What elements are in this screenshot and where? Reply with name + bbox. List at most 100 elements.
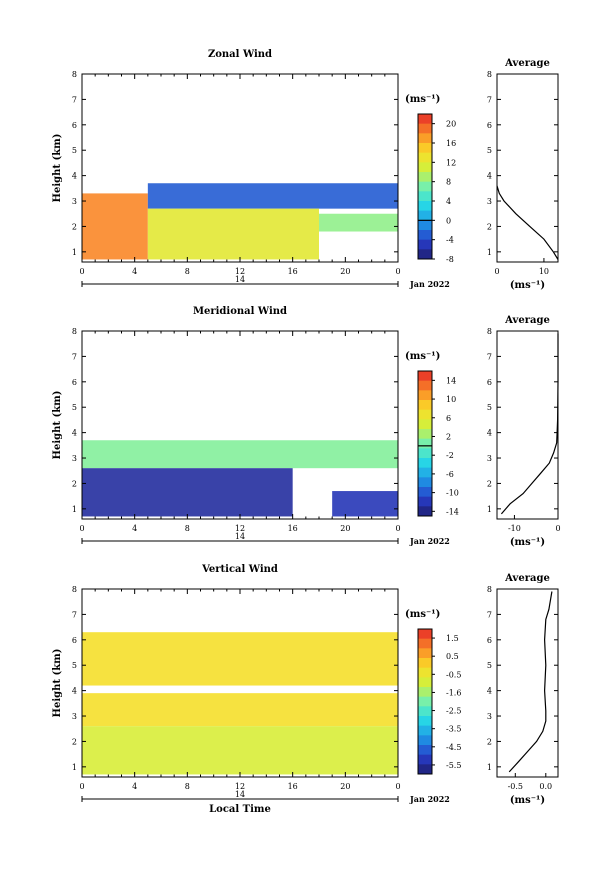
data-region [147, 183, 398, 209]
colorbar-tick-label: -0.5 [446, 670, 461, 679]
data-region [319, 213, 398, 232]
average-frame [496, 73, 559, 263]
x-tick-label: 0 [79, 782, 84, 791]
y-tick-label: 8 [72, 70, 77, 79]
colorbar-swatch [418, 754, 432, 765]
average-y-tick-label: 1 [487, 505, 492, 514]
average-x-tick-label: 0 [555, 524, 560, 533]
colorbar-swatch [418, 429, 432, 440]
colorbar-tick-label: -14 [446, 507, 459, 516]
x-tick-label: 0 [395, 782, 400, 791]
y-axis-label: Height (km) [52, 649, 63, 718]
x-tick-label: 12 [235, 782, 245, 791]
y-tick-label: 6 [72, 378, 77, 387]
average-y-tick-label: 5 [487, 403, 492, 412]
average-y-tick-label: 2 [487, 222, 492, 231]
x-tick-label: 4 [132, 524, 137, 533]
colorbar-swatch [418, 648, 432, 659]
colorbar-swatch [418, 629, 432, 640]
colorbar-swatch [418, 677, 432, 688]
y-tick-label: 6 [72, 121, 77, 130]
x-tick-label: 8 [185, 267, 190, 276]
colorbar-tick-label: -10 [446, 489, 459, 498]
y-tick-label: 7 [72, 95, 77, 104]
y-tick-label: 2 [72, 479, 77, 488]
average-y-tick-label: 7 [487, 610, 492, 619]
y-tick-label: 5 [72, 661, 77, 670]
data-region [82, 468, 293, 517]
y-axis-label: Height (km) [52, 134, 63, 203]
colorbar-tick-label: 16 [446, 139, 456, 148]
colorbar-tick-label: 12 [446, 158, 456, 167]
colorbar-swatch [418, 725, 432, 736]
x-tick-label: 16 [288, 524, 298, 533]
average-frame [496, 330, 559, 520]
average-profile-line [508, 591, 553, 773]
colorbar-swatch [418, 181, 432, 192]
average-x-tick-label: -10 [508, 524, 521, 533]
y-tick-label: 7 [72, 352, 77, 361]
colorbar-tick-label: -2.5 [446, 707, 461, 716]
x-tick-label: 20 [340, 524, 350, 533]
panel-title: Meridional Wind [193, 306, 287, 317]
colorbar-swatch [418, 390, 432, 401]
day-label: 14 [235, 532, 245, 541]
average-x-label: (ms⁻¹) [510, 280, 545, 291]
month-label: Jan 2022 [409, 794, 450, 804]
average-profile-line [496, 185, 559, 260]
y-tick-label: 5 [72, 146, 77, 155]
colorbar-tick-label: -2 [446, 451, 454, 460]
average-y-tick-label: 5 [487, 661, 492, 670]
y-tick-label: 7 [72, 610, 77, 619]
average-y-tick-label: 6 [487, 636, 492, 645]
day-label: 14 [235, 275, 245, 284]
x-tick-label: 4 [132, 782, 137, 791]
colorbar-swatch [418, 143, 432, 154]
colorbar-swatch [418, 438, 432, 449]
colorbar-tick-label: 2 [446, 432, 451, 441]
colorbar-tick-label: 0.5 [446, 652, 459, 661]
average-y-tick-label: 7 [487, 95, 492, 104]
colorbar-tick-label: 8 [446, 178, 451, 187]
colorbar-swatch [418, 191, 432, 202]
colorbar-swatch [418, 735, 432, 746]
colorbar-swatch [418, 400, 432, 411]
y-tick-label: 5 [72, 403, 77, 412]
colorbar-tick-label: -3.5 [446, 725, 461, 734]
colorbar-tick-label: -8 [446, 255, 454, 264]
data-region [332, 491, 398, 517]
y-tick-label: 4 [72, 172, 77, 181]
colorbar-swatch [418, 371, 432, 382]
colorbar-swatch [418, 506, 432, 517]
colorbar-swatch [418, 477, 432, 488]
colorbar-unit: (ms⁻¹) [405, 94, 440, 105]
colorbar-frame [417, 628, 433, 775]
month-label: Jan 2022 [409, 536, 450, 546]
y-tick-label: 3 [72, 712, 77, 721]
colorbar-swatch [418, 114, 432, 125]
colorbar-swatch [418, 152, 432, 163]
colorbar-tick-label: -6 [446, 470, 454, 479]
colorbar-swatch [418, 658, 432, 669]
colorbar-tick-label: 0 [446, 216, 451, 225]
panel-title: Zonal Wind [208, 49, 272, 60]
x-tick-label: 16 [288, 782, 298, 791]
average-y-tick-label: 1 [487, 248, 492, 257]
average-y-tick-label: 8 [487, 585, 492, 594]
colorbar-swatch [418, 764, 432, 775]
y-tick-label: 3 [72, 197, 77, 206]
colorbar-swatch [418, 467, 432, 478]
colorbar-swatch [418, 458, 432, 469]
average-x-label: (ms⁻¹) [510, 537, 545, 548]
y-tick-label: 1 [72, 505, 77, 514]
colorbar-tick-label: 20 [446, 120, 456, 129]
colorbar-swatch [418, 409, 432, 420]
colorbar-swatch [418, 162, 432, 173]
data-region [82, 726, 398, 775]
average-x-tick-label: 10 [539, 267, 549, 276]
colorbar-swatch [418, 716, 432, 727]
average-y-tick-label: 6 [487, 121, 492, 130]
average-y-tick-label: 1 [487, 763, 492, 772]
